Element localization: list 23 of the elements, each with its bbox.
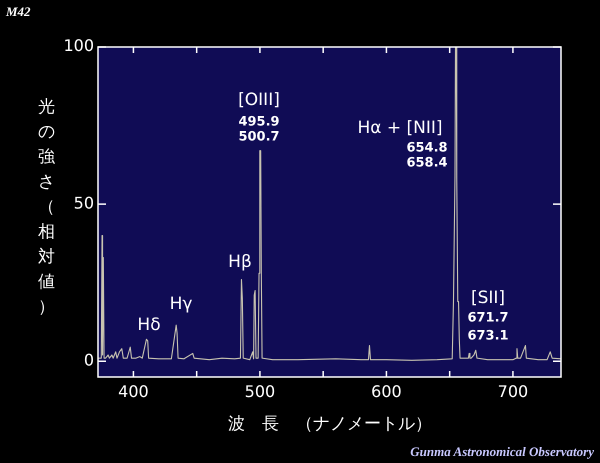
annotation: Hγ <box>170 294 192 314</box>
annotation: 500.7 <box>238 130 280 144</box>
text: 光の強さ（相対値） <box>38 97 55 317</box>
annotation: 658.4 <box>406 156 448 170</box>
y-tick-label: 50 <box>74 193 94 212</box>
annotation: [SII] <box>470 288 506 308</box>
y-tick-label: 100 <box>63 36 94 56</box>
x-tick-label: 700 <box>498 382 528 401</box>
x-axis-title: 波 長 （ナノメートル） <box>227 413 433 435</box>
y-tick-label: 0 <box>84 350 94 370</box>
text: Gunma Astronomical Observatory <box>410 444 594 460</box>
annotation: 673.1 <box>467 328 509 344</box>
annotation: Hα + [NII] <box>357 118 443 138</box>
annotation: Hδ <box>137 315 161 335</box>
annotation: 671.7 <box>467 310 509 326</box>
x-tick-label: 400 <box>118 382 149 401</box>
chart-title: M42 <box>6 4 31 20</box>
annotation: Hβ <box>228 252 252 272</box>
annotation: [OIII] <box>238 90 280 110</box>
annotation: 495.9 <box>238 114 280 130</box>
x-tick-label: 600 <box>371 382 402 401</box>
x-tick-label: 500 <box>244 382 276 401</box>
annotation: 654.8 <box>406 140 448 156</box>
